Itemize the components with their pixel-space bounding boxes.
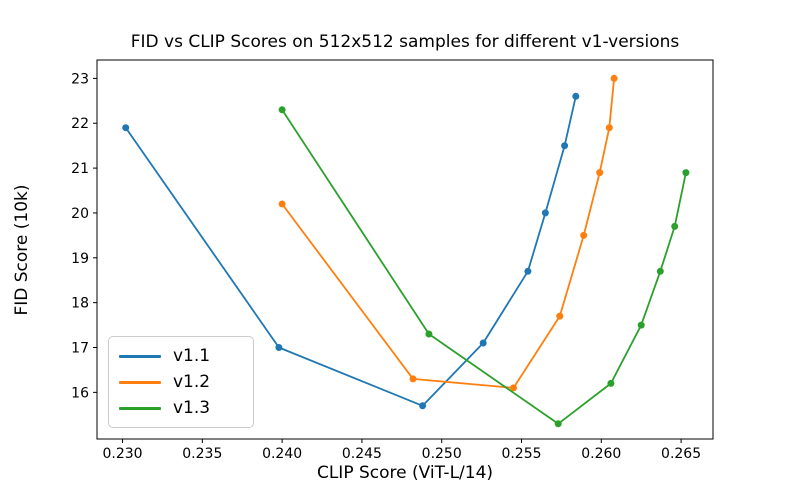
x-tick-label: 0.235 bbox=[182, 446, 222, 462]
series-line-v1.3 bbox=[281, 109, 687, 425]
data-point-v1.3 bbox=[671, 222, 679, 230]
plot-area: 0.230 0.235 0.240 0.245 0.250 0.255 0.260 0.265… bbox=[71, 59, 714, 462]
y-tick-label: 18 bbox=[71, 296, 89, 312]
series-line-v1.1 bbox=[124, 96, 577, 407]
data-point-v1.3 bbox=[607, 379, 615, 387]
legend-line-swatch-v1-3 bbox=[119, 406, 161, 410]
data-point-v1.3 bbox=[554, 420, 562, 428]
data-point-v1.3 bbox=[637, 321, 645, 329]
series-line-v1.2 bbox=[281, 78, 615, 389]
y-tick-label: 20 bbox=[71, 206, 89, 222]
legend-item-v1-3: v1.3 bbox=[119, 397, 243, 418]
legend-label-v1-2: v1.2 bbox=[173, 371, 211, 392]
y-tick-label: 22 bbox=[71, 116, 89, 132]
data-point-v1.1 bbox=[541, 209, 549, 217]
data-point-v1.2 bbox=[596, 169, 604, 177]
y-tick-label: 16 bbox=[71, 385, 89, 401]
data-point-v1.2 bbox=[580, 231, 588, 239]
x-axis-label: CLIP Score (ViT-L/14) bbox=[317, 463, 493, 483]
data-point-v1.1 bbox=[561, 142, 569, 150]
x-tick-label: 0.250 bbox=[422, 446, 462, 462]
data-point-v1.1 bbox=[572, 92, 580, 100]
x-tick-label: 0.230 bbox=[102, 446, 142, 462]
legend-label-v1-1: v1.1 bbox=[173, 345, 211, 366]
data-point-v1.1 bbox=[122, 124, 130, 132]
data-point-v1.1 bbox=[524, 267, 532, 275]
data-point-v1.2 bbox=[605, 124, 613, 132]
axes-frame bbox=[96, 59, 714, 440]
legend-item-v1-2: v1.2 bbox=[119, 371, 243, 392]
data-point-v1.3 bbox=[425, 330, 433, 338]
legend: v1.1 v1.2 v1.3 bbox=[108, 336, 254, 428]
x-tick-label: 0.240 bbox=[262, 446, 302, 462]
x-tick-label: 0.255 bbox=[501, 446, 541, 462]
data-point-v1.3 bbox=[656, 267, 664, 275]
legend-line-swatch-v1-1 bbox=[119, 354, 161, 358]
y-tick-label: 17 bbox=[71, 341, 89, 357]
data-point-v1.3 bbox=[278, 106, 286, 114]
y-tick-label: 19 bbox=[71, 251, 89, 267]
data-point-v1.1 bbox=[275, 344, 283, 351]
y-axis-label: FID Score (10k) bbox=[12, 184, 32, 315]
y-tick-label: 21 bbox=[71, 161, 89, 177]
y-tick-label: 23 bbox=[71, 71, 89, 87]
data-point-v1.1 bbox=[479, 339, 487, 347]
legend-line-swatch-v1-2 bbox=[119, 380, 161, 384]
data-point-v1.2 bbox=[278, 200, 286, 208]
legend-item-v1-1: v1.1 bbox=[119, 345, 243, 366]
data-point-v1.2 bbox=[610, 74, 618, 82]
data-point-v1.3 bbox=[682, 169, 690, 177]
data-point-v1.1 bbox=[419, 402, 427, 410]
legend-label-v1-3: v1.3 bbox=[173, 397, 211, 418]
x-tick-label: 0.245 bbox=[342, 446, 382, 462]
chart-title: FID vs CLIP Scores on 512x512 samples fo… bbox=[131, 32, 680, 52]
x-tick-label: 0.260 bbox=[581, 446, 621, 462]
data-point-v1.2 bbox=[510, 384, 517, 392]
x-tick-label: 0.265 bbox=[661, 446, 701, 462]
data-point-v1.2 bbox=[409, 375, 417, 383]
data-point-v1.2 bbox=[556, 312, 564, 320]
